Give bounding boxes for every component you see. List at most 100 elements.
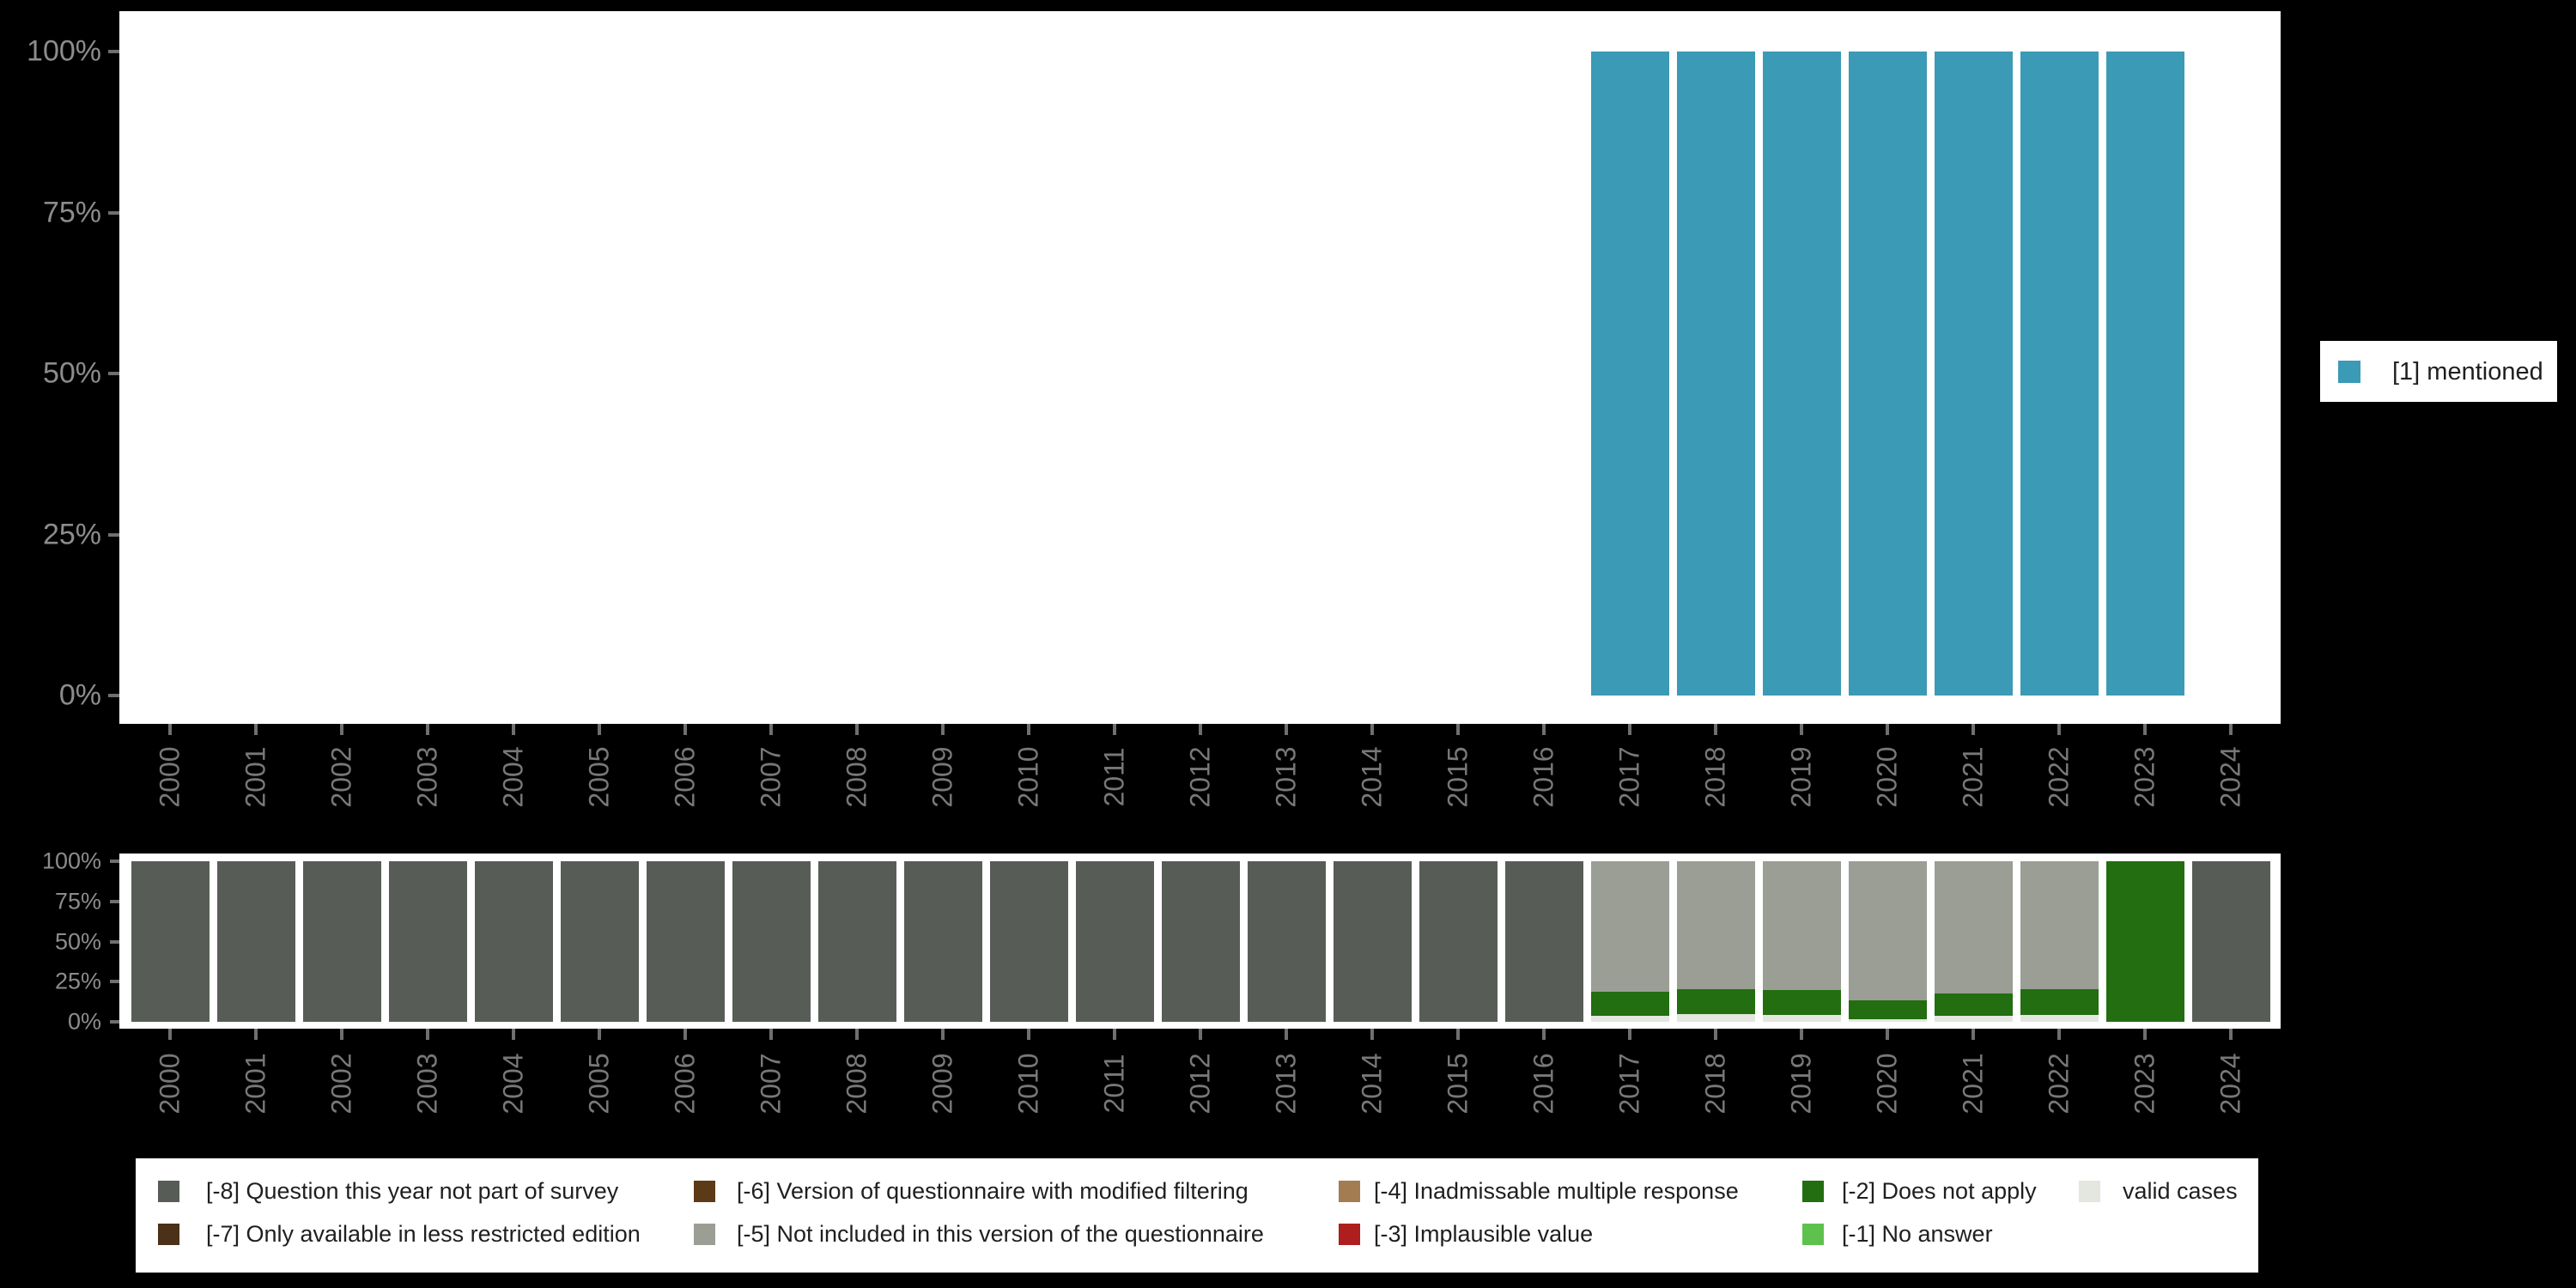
year-label-2022: 2022 [2043, 746, 2075, 808]
year-label-2011: 2011 [1098, 747, 1130, 807]
year-label-2020: 2020 [1871, 746, 1903, 808]
bar-segment-2024 [2191, 861, 2270, 1022]
bar-segment-2022 [2020, 52, 2099, 696]
bar-segment-2022 [2020, 988, 2099, 1015]
year-label-2010: 2010 [1012, 746, 1044, 808]
legend-label-3: [-5] Not included in this version of the… [737, 1221, 1264, 1247]
bar-segment-2006 [646, 861, 725, 1022]
bar-segment-2017 [1590, 1015, 1669, 1022]
legend-label-2: [-6] Version of questionnaire with modif… [737, 1178, 1249, 1204]
year-label-2003: 2003 [411, 1053, 443, 1115]
year-label-2000: 2000 [154, 1053, 185, 1115]
x-axis-tick [1542, 724, 1546, 735]
year-label-2001: 2001 [240, 746, 271, 808]
bar-segment-2003 [388, 861, 467, 1022]
x-axis-tick [2057, 724, 2061, 735]
x-axis-tick [512, 1029, 515, 1040]
year-label-2005: 2005 [583, 746, 615, 808]
year-label-2007: 2007 [755, 1053, 787, 1115]
x-axis-tick [1027, 724, 1030, 735]
legend-swatch-8 [2079, 1181, 2100, 1202]
year-label-2018: 2018 [1699, 746, 1731, 808]
x-axis-tick [1628, 1029, 1631, 1040]
legend-swatch-5 [1339, 1224, 1360, 1245]
y-axis-label: 75% [42, 196, 101, 228]
top-chart-legend: [1] mentioned [2320, 341, 2557, 402]
x-axis-tick [769, 724, 773, 735]
x-axis-tick [1714, 1029, 1717, 1040]
x-axis-tick [1199, 724, 1202, 735]
bar-segment-2000 [131, 861, 210, 1022]
bar-segment-2001 [216, 861, 295, 1022]
mentioned-legend-swatch [2338, 361, 2360, 383]
year-label-2017: 2017 [1613, 746, 1645, 808]
x-axis-tick [941, 724, 945, 735]
x-axis-tick [2143, 724, 2147, 735]
bar-segment-2014 [1333, 861, 1412, 1022]
legend-swatch-6 [1802, 1181, 1824, 1202]
y-axis-tick [110, 980, 119, 984]
bar-segment-2012 [1161, 861, 1240, 1022]
y-axis-tick [108, 694, 119, 697]
x-axis-tick [1285, 1029, 1288, 1040]
bar-segment-2010 [989, 861, 1068, 1022]
bar-segment-2016 [1504, 861, 1583, 1022]
year-label-2012: 2012 [1184, 746, 1216, 808]
mentioned-legend-label: [1] mentioned [2392, 358, 2543, 386]
x-axis-tick [2143, 1029, 2147, 1040]
y-axis-tick [110, 1020, 119, 1024]
bar-segment-2019 [1762, 1014, 1841, 1022]
year-label-2019: 2019 [1785, 746, 1817, 808]
year-label-2018: 2018 [1699, 1053, 1731, 1115]
year-label-2000: 2000 [154, 746, 185, 808]
year-label-2023: 2023 [2129, 1053, 2160, 1115]
x-axis-tick [1971, 1029, 1975, 1040]
y-axis-label: 100% [41, 848, 101, 874]
y-axis-tick [108, 532, 119, 537]
bar-segment-2013 [1247, 861, 1326, 1022]
y-axis-tick [108, 372, 119, 375]
year-label-2021: 2021 [1957, 1053, 1989, 1115]
bar-segment-2019 [1762, 861, 1841, 990]
bar-segment-2021 [1934, 52, 2013, 696]
legend-swatch-0 [158, 1181, 179, 1202]
bar-segment-2021 [1934, 1016, 2013, 1022]
bar-segment-2018 [1676, 1013, 1755, 1022]
bar-segment-2020 [1848, 52, 1927, 696]
year-label-2022: 2022 [2043, 1053, 2075, 1115]
year-label-2002: 2002 [325, 746, 357, 808]
y-axis-label: 0% [67, 1008, 101, 1035]
x-axis-tick [426, 1029, 429, 1040]
x-axis-tick [168, 1029, 172, 1040]
bar-segment-2018 [1676, 861, 1755, 989]
x-axis-tick [1714, 724, 1717, 735]
bar-segment-2021 [1934, 993, 2013, 1017]
x-axis-tick [598, 724, 601, 735]
year-label-2013: 2013 [1270, 746, 1302, 808]
bar-segment-2022 [2020, 861, 2099, 989]
x-axis-tick [683, 724, 687, 735]
year-label-2017: 2017 [1613, 1053, 1645, 1115]
x-axis-tick [168, 724, 172, 735]
bar-segment-2019 [1762, 989, 1841, 1015]
x-axis-tick [1113, 724, 1116, 735]
year-label-2010: 2010 [1012, 1053, 1044, 1115]
bar-segment-2018 [1676, 52, 1755, 696]
legend-label-1: [-7] Only available in less restricted e… [206, 1221, 641, 1247]
year-label-2008: 2008 [841, 1053, 872, 1115]
year-label-2004: 2004 [497, 1053, 529, 1115]
x-axis-tick [1199, 1029, 1202, 1040]
x-axis-tick [1800, 724, 1803, 735]
year-label-2015: 2015 [1442, 1053, 1473, 1115]
x-axis-tick [340, 724, 343, 735]
year-label-2009: 2009 [927, 746, 958, 808]
bar-segment-2018 [1676, 988, 1755, 1014]
y-axis-label: 75% [54, 888, 101, 914]
year-label-2008: 2008 [841, 746, 872, 808]
year-label-2024: 2024 [2215, 1053, 2246, 1115]
y-axis-label: 100% [27, 34, 101, 68]
year-label-2016: 2016 [1528, 1053, 1559, 1115]
year-label-2023: 2023 [2129, 746, 2160, 808]
legend-label-6: [-2] Does not apply [1842, 1178, 2037, 1204]
